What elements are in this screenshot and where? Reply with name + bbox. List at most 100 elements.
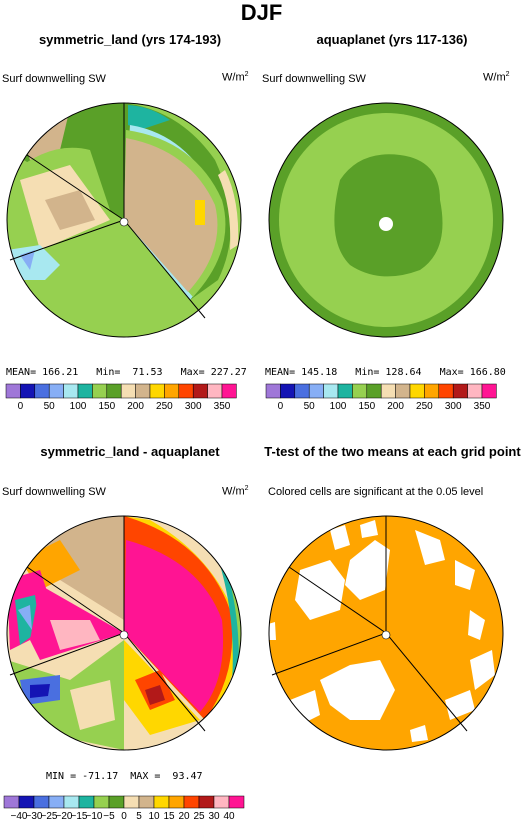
colorbar-tick-label: −15 bbox=[71, 811, 88, 822]
colorbar-tick-label: −30 bbox=[26, 811, 43, 822]
colorbar-box bbox=[149, 383, 165, 399]
colorbar-tick-label: 50 bbox=[304, 401, 316, 412]
colorbar-box bbox=[178, 383, 194, 399]
colorbar-tick-label: −10 bbox=[86, 811, 103, 822]
colorbar-tick-label: 250 bbox=[156, 401, 173, 412]
panel2-units-label: W/m2 bbox=[483, 71, 510, 84]
colorbar-tick-label: 0 bbox=[278, 401, 284, 412]
colorbar-tick-label: −25 bbox=[41, 811, 58, 822]
colorbar-tick-label: 250 bbox=[416, 401, 433, 412]
colorbar-box bbox=[3, 795, 20, 809]
colorbar-box bbox=[323, 383, 339, 399]
colorbar-tick-label: 40 bbox=[223, 811, 235, 822]
colorbar-box bbox=[280, 383, 296, 399]
colorbar-box bbox=[308, 383, 324, 399]
colorbar-tick-label: 100 bbox=[70, 401, 87, 412]
colorbar-box bbox=[337, 383, 353, 399]
colorbar-box bbox=[5, 383, 21, 399]
colorbar-box bbox=[63, 383, 79, 399]
colorbar-tick-label: 30 bbox=[208, 811, 220, 822]
colorbar-box bbox=[106, 383, 122, 399]
colorbar-box bbox=[92, 383, 108, 399]
colorbar-box bbox=[228, 795, 245, 809]
colorbar-tick-label: 300 bbox=[185, 401, 202, 412]
colorbar-tick-label: −20 bbox=[56, 811, 73, 822]
colorbar-box bbox=[438, 383, 454, 399]
colorbar-box bbox=[153, 795, 170, 809]
panel2-variable-label: Surf downwelling SW bbox=[262, 73, 366, 85]
colorbar-tick-label: 350 bbox=[474, 401, 491, 412]
colorbar-box bbox=[395, 383, 411, 399]
panel3-colorbar: −40−30−25−20−15−10 −5 0 5 10 15 20 25 30 40 bbox=[3, 795, 245, 822]
colorbar-box bbox=[265, 383, 281, 399]
colorbar-tick-label: 15 bbox=[163, 811, 175, 822]
colorbar-box bbox=[424, 383, 440, 399]
colorbar-box bbox=[77, 383, 93, 399]
colorbar-box bbox=[452, 383, 468, 399]
colorbar-box bbox=[120, 383, 136, 399]
colorbar-box bbox=[409, 383, 425, 399]
panel2-stats: MEAN= 145.18 Min= 128.64 Max= 166.80 bbox=[265, 367, 506, 378]
colorbar-box bbox=[192, 383, 208, 399]
colorbar-tick-label: 0 bbox=[18, 401, 24, 412]
colorbar-box bbox=[48, 383, 64, 399]
colorbar-box bbox=[34, 383, 50, 399]
colorbar-box bbox=[168, 795, 185, 809]
panel1-variable-label: Surf downwelling SW bbox=[2, 73, 106, 85]
panel2-colorbar: 0 50 100 150 200 250 300 350 bbox=[265, 383, 497, 412]
colorbar-box bbox=[481, 383, 497, 399]
colorbar-tick-label: −5 bbox=[103, 811, 115, 822]
colorbar-tick-label: −40 bbox=[11, 811, 28, 822]
colorbar-tick-label: 20 bbox=[178, 811, 190, 822]
panel3-stats: MIN = -71.17 MAX = 93.47 bbox=[46, 771, 203, 782]
colorbar-box bbox=[48, 795, 65, 809]
panel1-units-label: W/m2 bbox=[222, 71, 249, 84]
colorbar-box bbox=[33, 795, 50, 809]
colorbar-box bbox=[207, 383, 223, 399]
figure-title: DJF bbox=[240, 0, 283, 25]
colorbar-box bbox=[20, 383, 36, 399]
colorbar-tick-label: 100 bbox=[330, 401, 347, 412]
colorbar-tick-label: 5 bbox=[136, 811, 142, 822]
colorbar-box bbox=[18, 795, 35, 809]
colorbar-box bbox=[380, 383, 396, 399]
colorbar-box bbox=[294, 383, 310, 399]
panel2-title: aquaplanet (yrs 117-136) bbox=[316, 32, 468, 47]
panel4-title: T-test of the two means at each grid poi… bbox=[264, 444, 521, 459]
colorbar-tick-label: 200 bbox=[127, 401, 144, 412]
panel1-title: symmetric_land (yrs 174-193) bbox=[38, 32, 222, 47]
colorbar-box bbox=[138, 795, 155, 809]
colorbar-box bbox=[213, 795, 230, 809]
colorbar-box bbox=[221, 383, 237, 399]
colorbar-box bbox=[78, 795, 95, 809]
panel4-significance-label: Colored cells are significant at the 0.0… bbox=[268, 486, 484, 498]
colorbar-box bbox=[198, 795, 215, 809]
colorbar-box bbox=[366, 383, 382, 399]
colorbar-box bbox=[352, 383, 368, 399]
colorbar-tick-label: 0 bbox=[121, 811, 127, 822]
colorbar-box bbox=[183, 795, 200, 809]
colorbar-tick-label: 10 bbox=[148, 811, 160, 822]
colorbar-tick-label: 150 bbox=[358, 401, 375, 412]
colorbar-box bbox=[108, 795, 125, 809]
panel4-significance-cells bbox=[269, 516, 503, 750]
colorbar-tick-label: 150 bbox=[98, 401, 115, 412]
colorbar-tick-label: 350 bbox=[214, 401, 231, 412]
colorbar-box bbox=[164, 383, 180, 399]
panel3-units-label: W/m2 bbox=[222, 485, 249, 498]
colorbar-tick-label: 200 bbox=[387, 401, 404, 412]
colorbar-box bbox=[467, 383, 483, 399]
colorbar-box bbox=[93, 795, 110, 809]
panel3-title: symmetric_land - aquaplanet bbox=[40, 444, 220, 459]
colorbar-box bbox=[135, 383, 151, 399]
colorbar-tick-label: 300 bbox=[445, 401, 462, 412]
colorbar-tick-label: 25 bbox=[193, 811, 205, 822]
colorbar-tick-label: 50 bbox=[44, 401, 56, 412]
panel3-variable-label: Surf downwelling SW bbox=[2, 486, 106, 498]
colorbar-box bbox=[123, 795, 140, 809]
panel1-stats: MEAN= 166.21 Min= 71.53 Max= 227.27 bbox=[6, 367, 247, 378]
